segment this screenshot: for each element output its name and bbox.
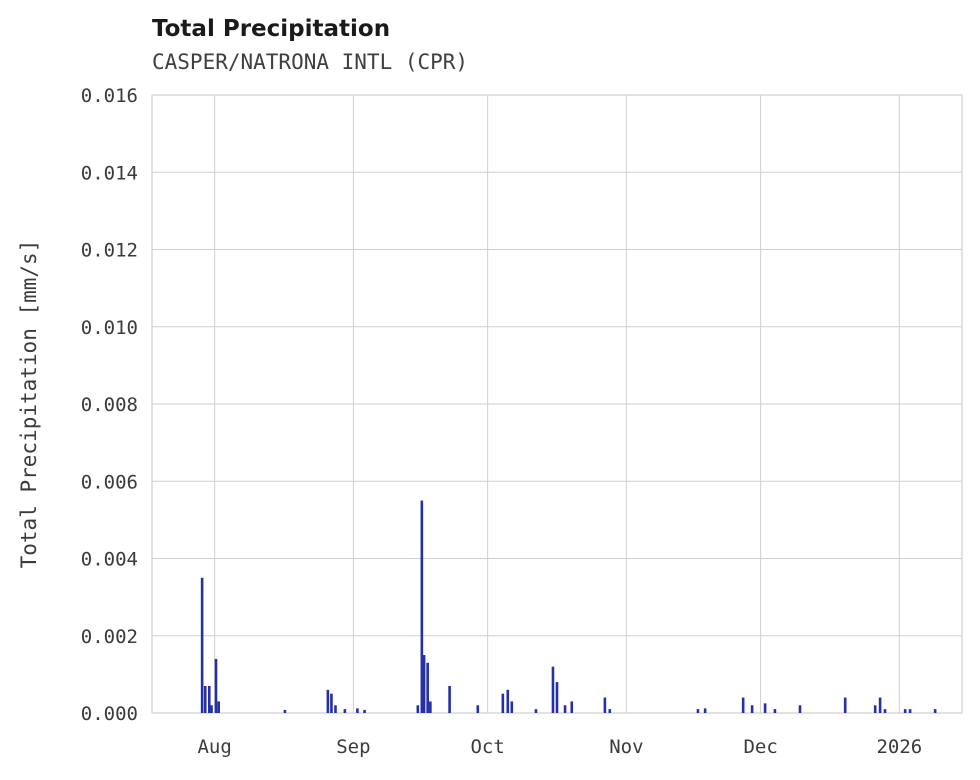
precip-bar xyxy=(363,709,366,713)
precip-bar xyxy=(334,705,337,713)
gridlines xyxy=(152,94,962,714)
x-tick-label: Sep xyxy=(336,736,370,758)
precip-bar xyxy=(750,705,754,713)
precip-bar xyxy=(200,577,204,713)
precip-bar xyxy=(422,655,426,713)
precip-bar xyxy=(217,701,220,713)
precip-bar xyxy=(843,697,847,713)
precip-bar xyxy=(903,709,907,713)
y-tick-label: 0.008 xyxy=(81,394,138,416)
y-tick-label: 0.004 xyxy=(81,549,138,571)
precip-bar xyxy=(207,685,211,713)
x-tick-label: Nov xyxy=(609,736,643,758)
x-tick-label: 2026 xyxy=(876,736,922,758)
precip-bar xyxy=(883,709,887,713)
precip-bar xyxy=(429,701,432,713)
x-tick-label: Oct xyxy=(470,736,504,758)
y-tick-label: 0.010 xyxy=(81,317,138,339)
precip-bar xyxy=(326,689,330,713)
precip-bar xyxy=(878,697,882,713)
precip-bar xyxy=(214,658,218,713)
y-tick-label: 0.012 xyxy=(81,240,138,262)
y-tick-label: 0.002 xyxy=(81,626,138,648)
precip-bar xyxy=(555,682,559,713)
precip-bar xyxy=(506,689,510,713)
precip-bar xyxy=(203,685,207,713)
y-tick-label: 0.006 xyxy=(81,471,138,493)
y-tick-label: 0.016 xyxy=(81,85,138,107)
precip-bar xyxy=(741,697,745,713)
precip-bar xyxy=(420,500,424,713)
precip-bar xyxy=(534,709,538,713)
chart-title: Total Precipitation xyxy=(152,16,391,42)
precip-bar xyxy=(551,666,555,713)
precip-bar xyxy=(603,697,607,713)
precip-bar xyxy=(510,701,514,713)
precip-bar xyxy=(798,705,802,713)
precip-bar xyxy=(343,709,347,713)
precip-bar xyxy=(283,709,287,713)
precip-bar xyxy=(873,705,877,713)
y-tick-label: 0.014 xyxy=(81,162,138,184)
precip-bar xyxy=(426,662,429,713)
x-tick-labels: Aug Sep Oct Nov Dec 2026 xyxy=(197,736,922,758)
precipitation-bars xyxy=(200,500,937,713)
precip-bar xyxy=(330,693,333,713)
y-tick-labels: 0.000 0.002 0.004 0.006 0.008 0.010 0.012 0.014… xyxy=(81,85,138,725)
chart-subtitle: CASPER/NATRONA INTL (CPR) xyxy=(152,50,469,74)
y-tick-label: 0.000 xyxy=(81,703,138,725)
precip-bar xyxy=(908,709,912,713)
precip-bar xyxy=(476,705,480,713)
precip-bar xyxy=(696,709,700,713)
precip-bar xyxy=(703,708,707,713)
precip-bar xyxy=(210,705,213,713)
x-tick-label: Dec xyxy=(743,736,777,758)
precip-bar xyxy=(448,685,451,713)
precip-bar xyxy=(608,709,612,713)
x-tick-label: Aug xyxy=(197,736,231,758)
precip-bar xyxy=(416,705,420,713)
precip-bar xyxy=(356,708,359,713)
precip-bar xyxy=(933,709,937,713)
precip-bar xyxy=(501,693,505,713)
precip-bar xyxy=(570,701,574,713)
precip-bar xyxy=(773,709,777,713)
precip-bar xyxy=(763,703,767,713)
precip-bar xyxy=(563,705,567,713)
